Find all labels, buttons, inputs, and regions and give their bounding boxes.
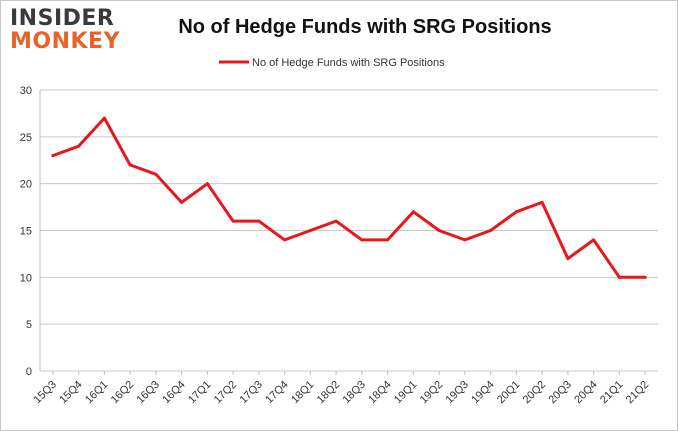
x-tick-label: 19Q2 (418, 379, 446, 407)
y-tick-label: 30 (20, 85, 32, 97)
data-point (463, 238, 467, 242)
data-point (566, 257, 570, 261)
series-group (51, 116, 647, 279)
x-tick-label: 18Q3 (340, 379, 368, 407)
x-tick-label: 20Q1 (495, 379, 523, 407)
data-point (386, 238, 390, 242)
data-point (51, 154, 55, 158)
logo-top-text: INSIDER (10, 6, 115, 31)
x-tick-label: 19Q4 (469, 379, 497, 407)
data-point (102, 116, 106, 120)
legend-label: No of Hedge Funds with SRG Positions (252, 57, 445, 69)
x-tick-label: 19Q1 (392, 379, 420, 407)
data-point (205, 182, 209, 186)
y-tick-label: 0 (26, 366, 32, 378)
y-axis: 0 5 10 15 20 25 30 (20, 85, 41, 378)
data-point (643, 275, 647, 279)
x-tick-label: 19Q3 (443, 379, 471, 407)
x-tick-label: 21Q2 (624, 379, 652, 407)
x-tick-label: 16Q3 (134, 379, 162, 407)
data-point (180, 200, 184, 204)
x-tick-label: 16Q4 (160, 379, 188, 407)
data-point (514, 210, 518, 214)
x-tick-label: 16Q1 (83, 379, 111, 407)
x-tick-label: 18Q4 (366, 379, 394, 407)
y-tick-label: 25 (20, 132, 32, 144)
x-tick-label: 17Q1 (186, 379, 214, 407)
data-point (154, 172, 158, 176)
data-point (283, 238, 287, 242)
data-point (411, 210, 415, 214)
series-line (51, 116, 647, 279)
x-tick-label: 15Q3 (31, 379, 59, 407)
data-point (592, 238, 596, 242)
x-tick-label: 17Q3 (237, 379, 265, 407)
x-tick-label: 20Q3 (546, 379, 574, 407)
data-point (231, 219, 235, 223)
y-tick-label: 20 (20, 179, 32, 191)
data-point (308, 229, 312, 232)
data-point (257, 219, 261, 223)
data-point (128, 163, 132, 167)
data-point (489, 229, 493, 232)
data-point (360, 238, 364, 242)
data-point (437, 229, 441, 232)
chart-title: No of Hedge Funds with SRG Positions (178, 16, 552, 38)
y-tick-label: 5 (26, 319, 32, 331)
x-axis: 15Q315Q416Q116Q216Q316Q417Q117Q217Q317Q4… (31, 371, 651, 406)
x-tick-label: 17Q4 (263, 379, 291, 407)
x-tick-label: 20Q2 (521, 379, 549, 407)
x-tick-label: 20Q4 (572, 379, 600, 407)
insider-monkey-logo: INSIDER MONKEY (10, 8, 120, 53)
data-point (617, 275, 621, 279)
y-tick-label: 15 (20, 226, 32, 238)
data-point (540, 200, 544, 204)
legend: No of Hedge Funds with SRG Positions (219, 57, 445, 69)
data-point (77, 144, 81, 148)
x-tick-label: 18Q1 (289, 379, 317, 407)
y-tick-label: 10 (20, 272, 32, 284)
x-tick-label: 21Q1 (598, 379, 626, 407)
logo-bottom-text: MONKEY (10, 29, 121, 54)
data-point (334, 219, 338, 223)
x-tick-label: 15Q4 (57, 379, 85, 407)
x-tick-label: 16Q2 (109, 379, 137, 407)
x-tick-label: 18Q2 (315, 379, 343, 407)
x-tick-label: 17Q2 (212, 379, 240, 407)
